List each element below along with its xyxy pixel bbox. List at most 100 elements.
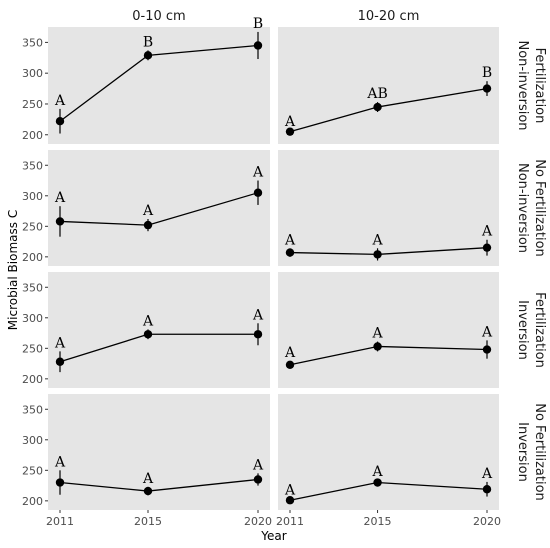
- significance-letter: A: [284, 114, 296, 130]
- x-tick-label: 2020: [244, 515, 272, 528]
- x-tick-label: 2011: [276, 515, 304, 528]
- panel-series-r2-c1: A A A: [284, 324, 493, 369]
- y-tick-label: 200: [22, 251, 43, 264]
- data-point: [482, 84, 492, 93]
- significance-letter: A: [252, 307, 264, 323]
- x-axis-title: Year: [260, 529, 286, 543]
- data-point: [373, 102, 382, 112]
- panel-background-r3-c0: [48, 394, 270, 510]
- significance-letter: A: [252, 457, 264, 473]
- data-point: [55, 478, 65, 487]
- row-strip-label: Inversion: [515, 300, 530, 360]
- row-strip-label: Non-inversion: [515, 40, 530, 130]
- y-tick-label: 250: [22, 98, 43, 111]
- data-point: [143, 330, 153, 339]
- y-tick-label: 300: [22, 434, 43, 447]
- panel-series-r2-c0: A A A: [54, 307, 264, 373]
- y-tick-label: 350: [22, 159, 43, 172]
- data-point: [482, 345, 492, 354]
- data-point: [253, 41, 263, 50]
- y-tick-label: 250: [22, 220, 43, 233]
- data-point: [55, 357, 65, 366]
- y-tick-label: 200: [22, 373, 43, 386]
- panel-series-r3-c1: A A A: [284, 464, 493, 505]
- data-point: [253, 188, 263, 197]
- significance-letter: A: [252, 165, 264, 181]
- panel-series-r3-c0: A A A: [54, 454, 264, 496]
- column-strip-label: 10-20 cm: [358, 9, 420, 24]
- significance-letter: A: [54, 93, 66, 109]
- x-tick-label: 2015: [364, 515, 392, 528]
- data-point: [143, 486, 153, 496]
- data-point: [55, 117, 65, 126]
- panel-background-r0-c1: [278, 27, 499, 144]
- y-tick-label: 250: [22, 342, 43, 355]
- panel-background-r1-c0: [48, 150, 270, 266]
- y-tick-label: 200: [22, 495, 43, 508]
- y-tick-label: 300: [22, 190, 43, 203]
- significance-letter: A: [284, 232, 296, 248]
- significance-letter: A: [371, 464, 383, 480]
- data-point: [285, 248, 295, 257]
- data-point: [253, 475, 263, 484]
- significance-letter: A: [481, 466, 493, 482]
- row-strip-label: Non-inversion: [515, 163, 530, 253]
- significance-letter: A: [284, 482, 296, 498]
- significance-letter: A: [481, 324, 493, 340]
- x-tick-label: 2015: [134, 515, 162, 528]
- significance-letter: A: [142, 313, 154, 329]
- significance-letter: A: [142, 203, 154, 219]
- data-point: [373, 478, 382, 487]
- significance-letter: A: [54, 454, 66, 470]
- panel-background-r1-c1: [278, 150, 499, 266]
- panel-series-r0-c1: A AB B: [284, 65, 492, 136]
- panel-background-r2-c0: [48, 272, 270, 388]
- y-tick-label: 300: [22, 312, 43, 325]
- y-tick-label: 300: [22, 67, 43, 80]
- row-strip-label: Fertilization: [532, 48, 547, 124]
- row-strip-label: Inversion: [515, 422, 530, 482]
- row-strip-label: No Fertilization: [532, 403, 547, 501]
- significance-letter: B: [482, 65, 492, 81]
- x-tick-label: 2011: [46, 515, 74, 528]
- significance-letter: A: [371, 232, 383, 248]
- panel-background-r3-c1: [278, 394, 499, 510]
- significance-letter: A: [54, 190, 66, 206]
- significance-letter: B: [253, 16, 263, 32]
- significance-letter: A: [142, 471, 154, 487]
- x-tick-label: 2020: [473, 515, 501, 528]
- column-strip-label: 0-10 cm: [132, 9, 185, 24]
- y-tick-label: 350: [22, 281, 43, 294]
- y-tick-label: 350: [22, 36, 43, 49]
- data-point: [285, 360, 295, 369]
- y-tick-label: 250: [22, 464, 43, 477]
- significance-letter: A: [54, 335, 66, 351]
- significance-letter: B: [143, 34, 153, 50]
- data-point: [373, 250, 382, 259]
- significance-letter: A: [284, 345, 296, 361]
- panel-series-r1-c1: A AA: [284, 224, 493, 261]
- data-point: [285, 127, 295, 136]
- significance-letter: A: [371, 326, 383, 342]
- significance-letter: AB: [366, 86, 387, 102]
- data-point: [482, 485, 492, 494]
- y-tick-label: 200: [22, 129, 43, 142]
- data-point: [373, 342, 382, 351]
- panel-background-r2-c1: [278, 272, 499, 388]
- y-axis-title: Microbial Biomass C: [6, 210, 20, 330]
- row-strip-label: No Fertilization: [532, 159, 547, 257]
- panel-background-r0-c0: [48, 27, 270, 144]
- data-point: [253, 330, 263, 339]
- significance-letter: A: [481, 224, 493, 240]
- data-point: [143, 220, 153, 230]
- panel-series-r1-c0: A A A: [54, 165, 264, 237]
- data-point: [55, 217, 65, 226]
- row-strip-label: Fertilization: [532, 292, 547, 368]
- axes: 2002503003502002503003502002503003502002…: [22, 36, 501, 528]
- data-point: [143, 51, 153, 60]
- data-point: [285, 496, 295, 505]
- y-tick-label: 350: [22, 403, 43, 416]
